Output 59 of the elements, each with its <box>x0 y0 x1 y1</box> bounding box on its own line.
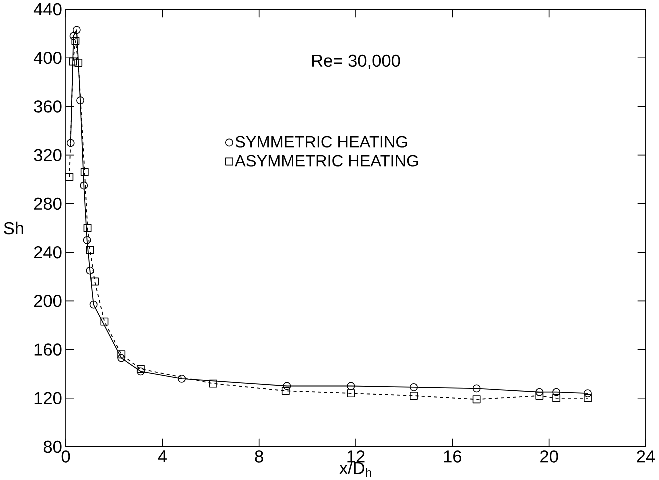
legend-label: ASYMMETRIC HEATING <box>235 155 418 167</box>
point <box>136 368 145 376</box>
y-tick-label: 360 <box>34 100 62 113</box>
point <box>472 395 481 404</box>
point <box>472 384 481 392</box>
point <box>282 386 290 395</box>
point <box>80 182 88 190</box>
x-tick-label: 12 <box>348 450 365 463</box>
point <box>209 380 218 388</box>
point <box>552 394 561 402</box>
y-axis-title: Sh <box>4 222 24 234</box>
point <box>283 382 292 390</box>
y-tick-label: 280 <box>34 198 62 210</box>
point <box>72 26 81 34</box>
point <box>118 354 126 362</box>
point <box>69 58 78 66</box>
x-tick-label: 20 <box>540 450 558 463</box>
x-tick-label: 8 <box>255 450 264 463</box>
point <box>536 388 544 396</box>
point <box>84 224 92 232</box>
point <box>584 394 592 402</box>
point <box>70 32 78 40</box>
point <box>72 36 80 45</box>
point <box>100 318 109 326</box>
point <box>347 382 356 390</box>
y-tick-label: 440 <box>34 3 62 16</box>
point <box>118 350 126 358</box>
point <box>90 300 98 309</box>
point <box>83 236 92 244</box>
point <box>410 392 418 400</box>
x-tick-label: 4 <box>158 450 167 462</box>
point <box>66 173 74 182</box>
y-tick-label: 240 <box>34 246 62 259</box>
point <box>552 388 561 396</box>
point <box>91 278 99 286</box>
point <box>136 365 145 374</box>
point <box>347 389 356 398</box>
x-axis-title: x/D$_{h}$ <box>340 462 372 477</box>
y-tick-label: 200 <box>34 294 62 308</box>
point <box>86 266 94 275</box>
y-tick-label: 400 <box>34 52 62 64</box>
annotation: Re= 30,000 <box>312 54 400 69</box>
point <box>584 389 592 398</box>
point <box>86 246 94 254</box>
point <box>536 392 544 400</box>
x-tick-label: 24 <box>637 450 656 463</box>
x-tick-label: 0 <box>62 450 70 463</box>
point <box>178 374 186 383</box>
point <box>80 168 89 176</box>
x-tick-label: 16 <box>444 450 462 463</box>
y-tick-label: 320 <box>34 149 62 162</box>
y-tick-label: 120 <box>34 392 62 404</box>
point <box>76 96 84 104</box>
y-tick-label: 80 <box>44 440 62 453</box>
y-tick-label: 160 <box>34 343 62 356</box>
point <box>66 139 75 147</box>
point <box>410 383 418 392</box>
point <box>74 58 83 67</box>
legend-label: SYMMETRIC HEATING <box>236 136 408 148</box>
